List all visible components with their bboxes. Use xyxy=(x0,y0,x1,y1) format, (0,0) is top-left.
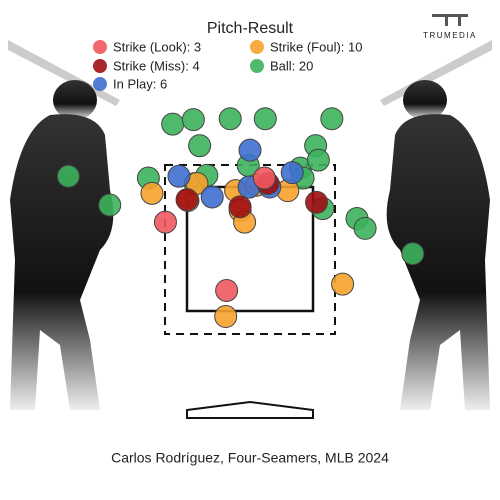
pitch-point xyxy=(200,185,224,209)
pitch-point xyxy=(167,164,191,188)
logo-mark xyxy=(432,14,468,26)
legend-marker xyxy=(250,40,264,54)
legend-label: Strike (Miss): 4 xyxy=(113,58,200,73)
pitch-point xyxy=(175,188,199,212)
pitch-point xyxy=(238,138,262,162)
chart-title: Pitch-Result xyxy=(207,20,294,37)
caption: Carlos Rodríguez, Four-Seamers, MLB 2024 xyxy=(111,450,389,466)
legend-marker xyxy=(250,59,264,73)
pitch-point xyxy=(401,242,425,266)
legend-label: Strike (Foul): 10 xyxy=(270,39,362,54)
pitch-point xyxy=(153,210,177,234)
pitch-point xyxy=(161,112,185,136)
legend-marker xyxy=(93,77,107,91)
pitch-point xyxy=(331,272,355,296)
batter-left xyxy=(8,40,120,411)
pitch-point xyxy=(280,161,304,185)
legend-marker xyxy=(93,59,107,73)
legend-label: Ball: 20 xyxy=(270,58,313,73)
legend-label: In Play: 6 xyxy=(113,76,167,91)
pitch-point xyxy=(305,190,329,214)
pitch-point xyxy=(306,148,330,172)
pitch-point xyxy=(253,107,277,131)
pitch-point xyxy=(228,195,252,219)
pitch-point xyxy=(56,164,80,188)
batter-right xyxy=(380,40,492,411)
pitch-point xyxy=(214,305,238,329)
pitch-point xyxy=(181,108,205,132)
pitch-point xyxy=(215,278,239,302)
pitch-point xyxy=(140,181,164,205)
pitch-point xyxy=(353,216,377,240)
logo: TRUMEDIA xyxy=(423,31,477,40)
pitch-point xyxy=(320,107,344,131)
pitch-point xyxy=(188,134,212,158)
pitch-point xyxy=(98,193,122,217)
pitch-point xyxy=(218,107,242,131)
home-plate xyxy=(186,400,314,419)
legend-marker xyxy=(93,40,107,54)
pitch-point xyxy=(252,166,276,190)
legend-label: Strike (Look): 3 xyxy=(113,39,201,54)
